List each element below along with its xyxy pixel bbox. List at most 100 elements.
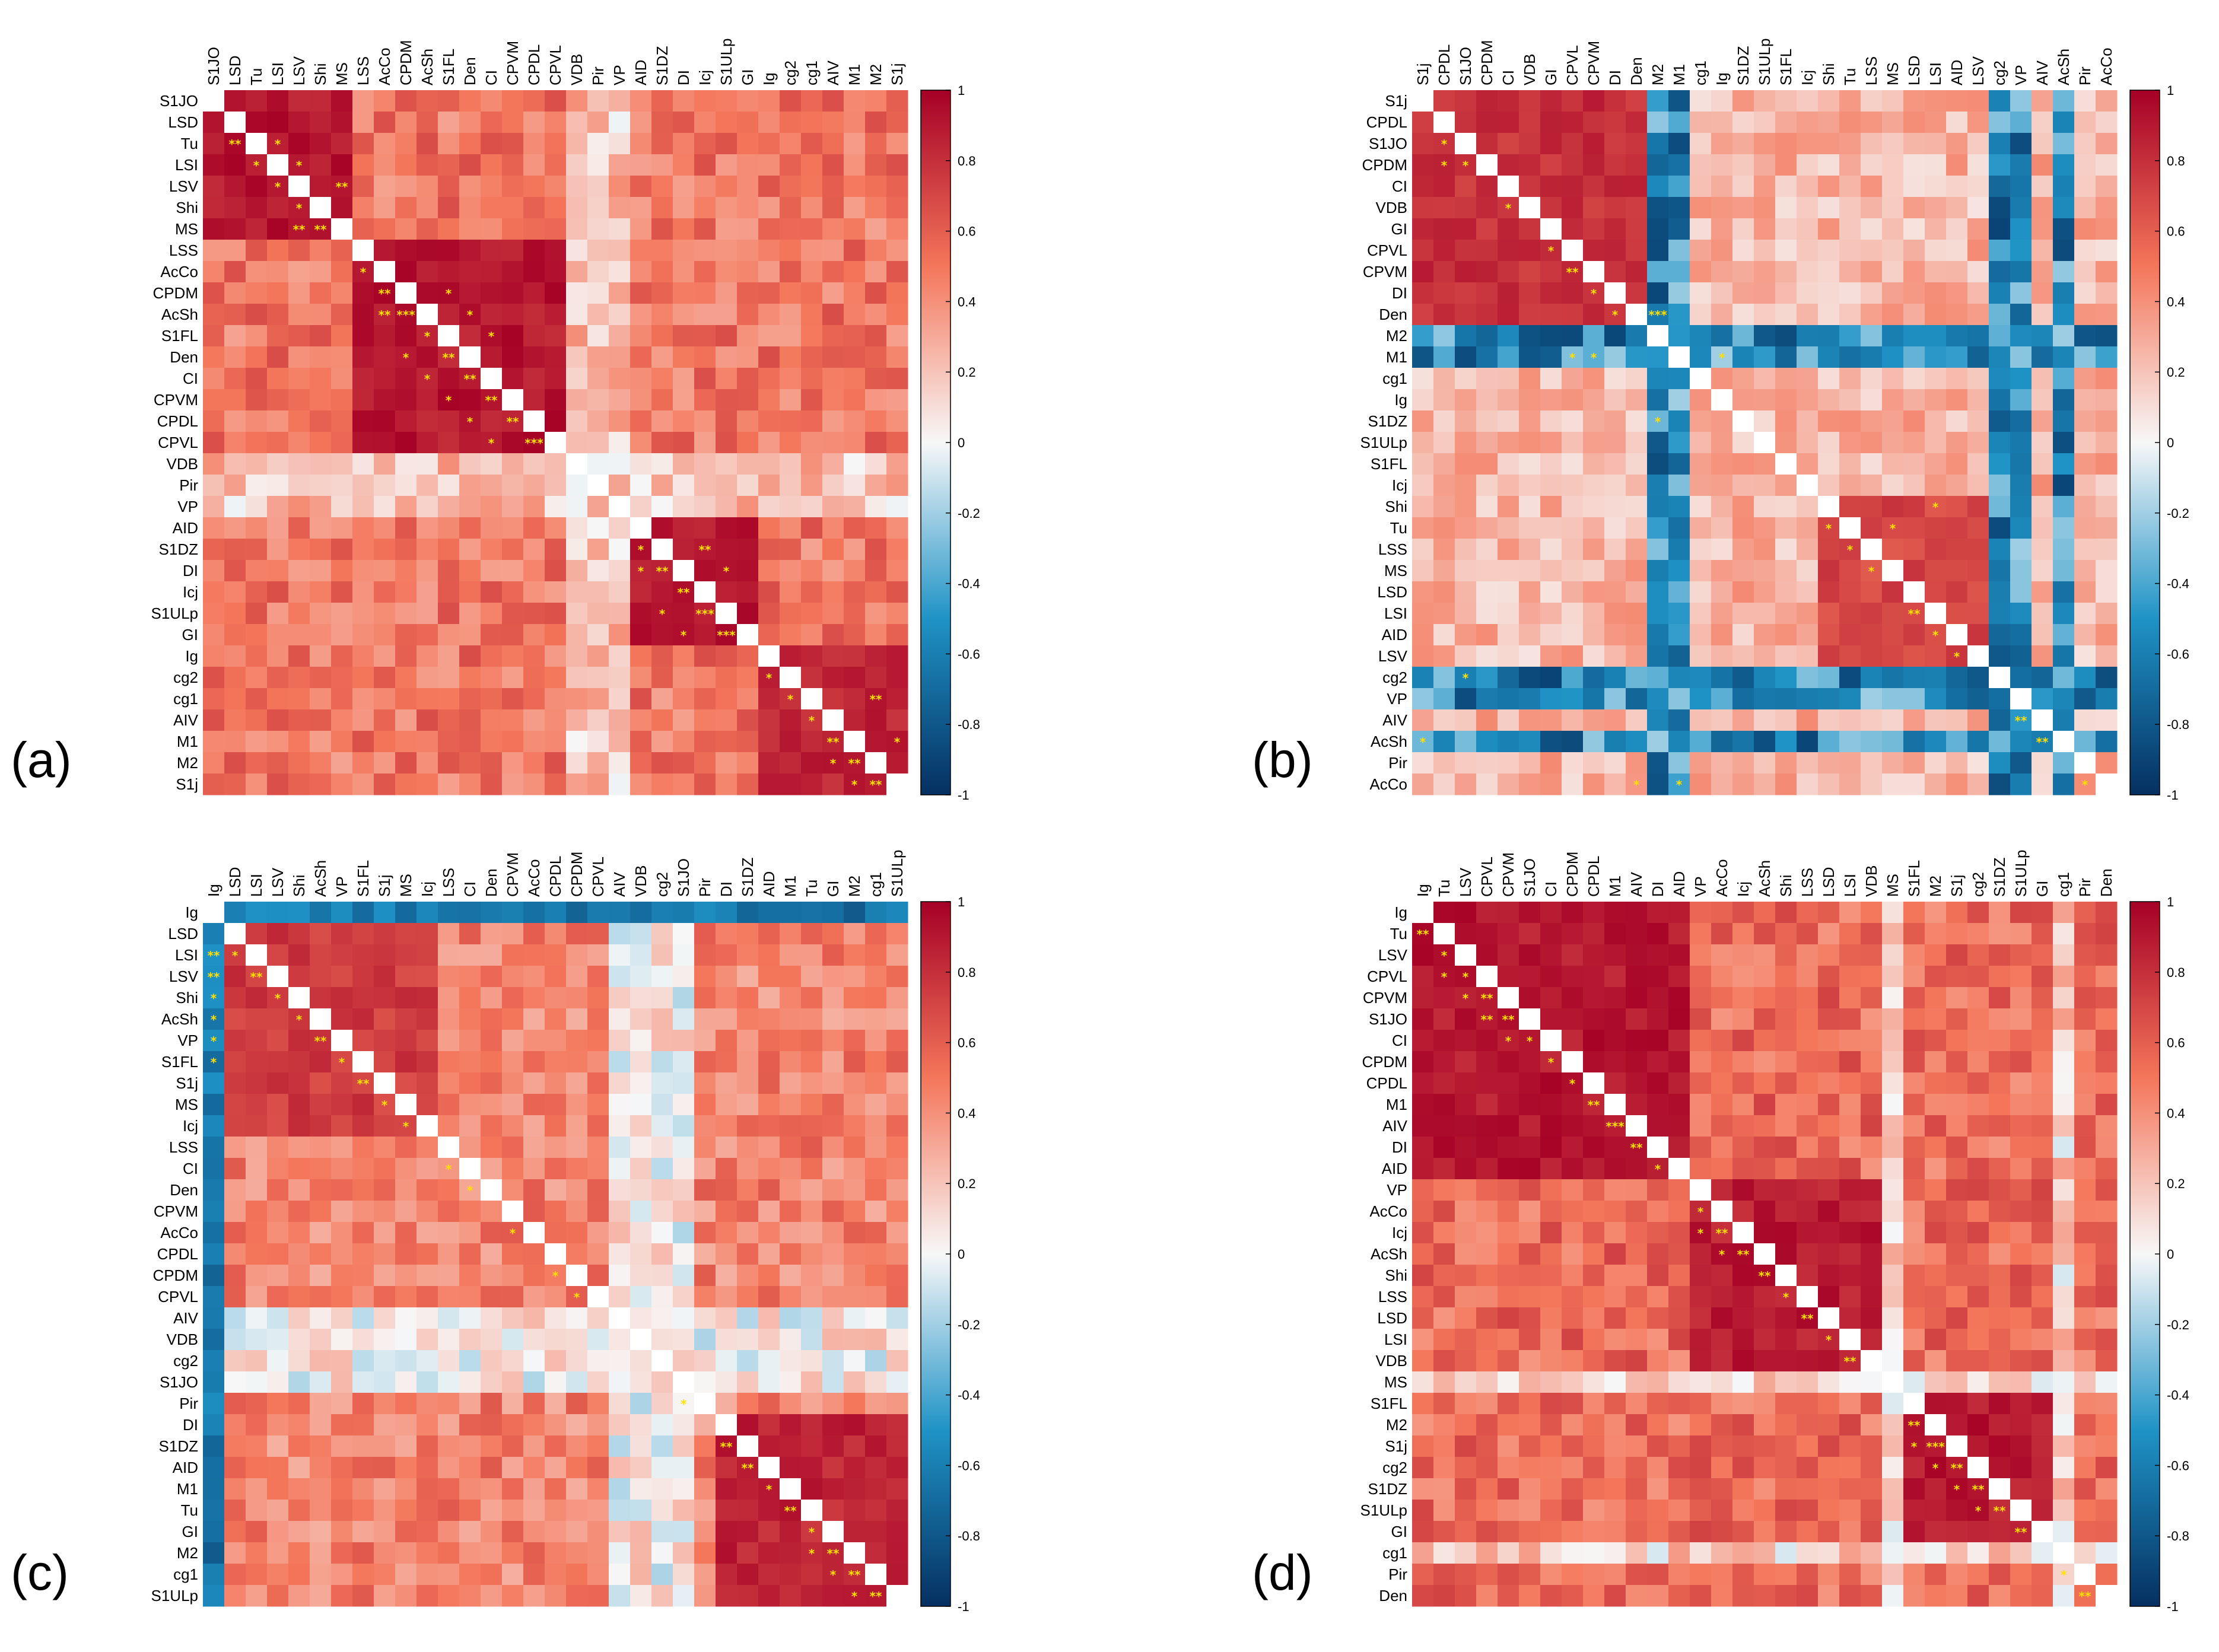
heatmap-cell (737, 1030, 759, 1052)
heatmap-cell (203, 240, 225, 262)
heatmap-cell (630, 1265, 652, 1287)
heatmap-cell (481, 1435, 503, 1457)
heatmap-cell (545, 902, 567, 924)
heatmap-cell (822, 560, 844, 582)
heatmap-cell (844, 346, 866, 368)
heatmap-cell (1839, 1435, 1861, 1457)
heatmap-cell (886, 1072, 908, 1094)
heatmap-cell (1412, 1094, 1434, 1116)
heatmap-cell (246, 560, 268, 582)
heatmap-cell (801, 325, 823, 347)
heatmap-cell (758, 987, 780, 1009)
heatmap-cell (459, 645, 481, 667)
heatmap-cell (609, 432, 631, 454)
heatmap-cell (886, 944, 908, 966)
heatmap-cell (2010, 1243, 2032, 1265)
heatmap-cell (1626, 304, 1648, 326)
heatmap-cell (310, 539, 332, 561)
heatmap-cell (374, 346, 396, 368)
heatmap-cell (523, 346, 545, 368)
heatmap-cell (1668, 218, 1690, 240)
heatmap-cell (1882, 1030, 1904, 1052)
heatmap-cell (737, 1265, 759, 1287)
column-label: AIV (611, 871, 628, 897)
significance-star: * (809, 1525, 815, 1539)
row-label: CI (183, 1160, 198, 1177)
heatmap-cell (459, 1137, 481, 1158)
heatmap-cell (545, 1094, 567, 1116)
heatmap-cell (1903, 368, 1925, 390)
heatmap-cell (395, 987, 417, 1009)
column-label: AcSh (1756, 860, 1773, 897)
row-label: Tu (1390, 925, 1407, 943)
heatmap-cell (502, 1286, 524, 1308)
heatmap-cell (352, 475, 374, 496)
heatmap-cell (673, 1179, 695, 1201)
heatmap-cell (395, 667, 417, 689)
heatmap-cell (801, 581, 823, 603)
heatmap-cell (2032, 1008, 2053, 1030)
heatmap-cell (1412, 368, 1434, 390)
heatmap-cell (1433, 1243, 1455, 1265)
heatmap-cell (1925, 1008, 1947, 1030)
heatmap-cell (352, 218, 374, 240)
heatmap-cell (1711, 1329, 1733, 1351)
heatmap-cell (224, 752, 246, 774)
heatmap-cell (1797, 1137, 1819, 1158)
heatmap-cell (2010, 346, 2032, 368)
heatmap-cell (1433, 1329, 1455, 1351)
heatmap-cell (886, 218, 908, 240)
heatmap-cell (673, 346, 695, 368)
heatmap-cell (1562, 1051, 1584, 1073)
heatmap-cell (737, 560, 759, 582)
heatmap-cell (1839, 923, 1861, 945)
significance-star: * (787, 692, 794, 706)
heatmap-cell (203, 1564, 225, 1586)
heatmap-cell (587, 389, 609, 411)
heatmap-cell (224, 560, 246, 582)
significance-star: ** (1481, 1013, 1493, 1027)
heatmap-cell (1455, 731, 1477, 753)
heatmap-cell (587, 752, 609, 774)
heatmap-cell (1925, 432, 1947, 454)
heatmap-cell (2032, 667, 2053, 689)
heatmap-cell (481, 987, 503, 1009)
heatmap-cell (374, 1478, 396, 1500)
heatmap-cell (1583, 517, 1605, 539)
heatmap-cell (1882, 1564, 1904, 1586)
heatmap-cell (1775, 282, 1797, 304)
heatmap-cell (1433, 752, 1455, 774)
heatmap-cell (566, 261, 588, 283)
heatmap-cell (1861, 1393, 1883, 1415)
heatmap-cell (822, 624, 844, 646)
heatmap-cell (1498, 1435, 1519, 1457)
heatmap-cell (1519, 368, 1541, 390)
heatmap-cell (1540, 432, 1562, 454)
column-label: MS (333, 62, 351, 85)
heatmap-cell (481, 902, 503, 924)
heatmap-cell (459, 410, 481, 432)
heatmap-cell (737, 902, 759, 924)
heatmap-cell (1562, 923, 1584, 945)
heatmap-cell (2074, 923, 2096, 945)
heatmap-cell (844, 261, 866, 283)
heatmap-cell (886, 1051, 908, 1073)
column-label: AIV (1627, 871, 1645, 897)
row-label: AcCo (1369, 1202, 1407, 1220)
row-label: CPVL (158, 434, 198, 451)
heatmap-cell (865, 346, 887, 368)
heatmap-cell (1732, 944, 1754, 966)
row-label: MS (175, 1096, 198, 1113)
heatmap-cell (417, 709, 438, 731)
row-label: Icj (183, 583, 198, 601)
heatmap-cell (224, 133, 246, 155)
heatmap-cell (545, 560, 567, 582)
heatmap-cell (566, 1393, 588, 1415)
heatmap-cell (822, 218, 844, 240)
heatmap-cell (1967, 1457, 1989, 1479)
column-label: CI (482, 70, 500, 85)
heatmap-cell (1732, 902, 1754, 924)
heatmap-cell (310, 1158, 332, 1180)
heatmap-cell (438, 1072, 460, 1094)
heatmap-cell (737, 1307, 759, 1329)
